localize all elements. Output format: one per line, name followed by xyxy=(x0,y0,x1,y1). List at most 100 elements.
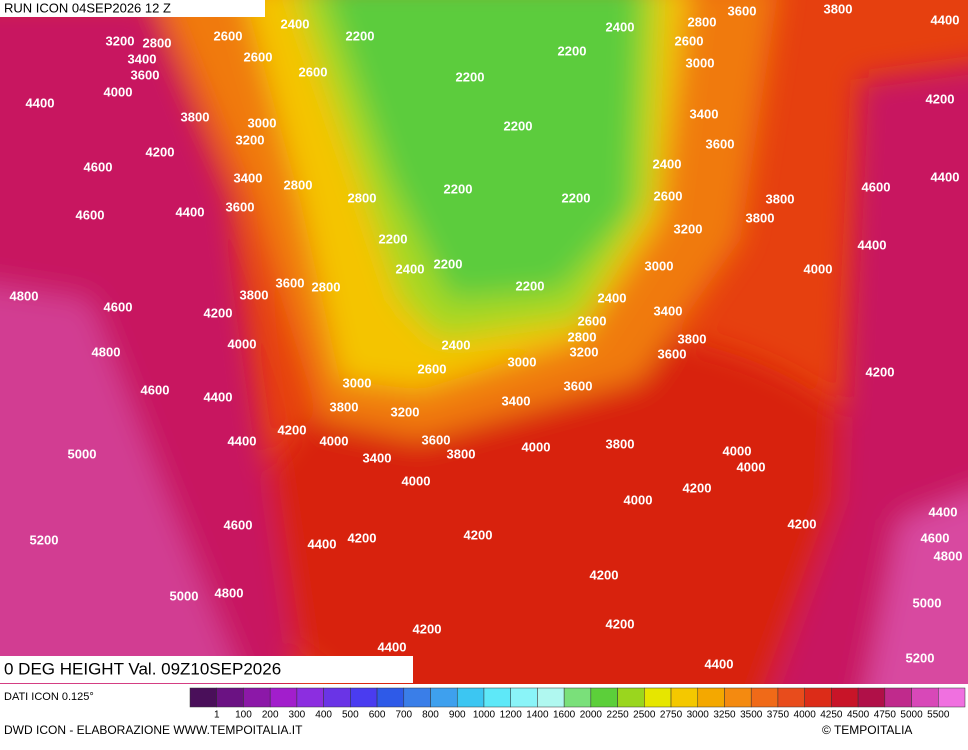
contour-label: 4000 xyxy=(402,473,431,488)
contour-label: 4400 xyxy=(26,95,55,110)
contour-label: 4400 xyxy=(705,656,734,671)
contour-label: 4400 xyxy=(931,12,960,27)
legend-swatch xyxy=(777,687,805,708)
map-title: 0 DEG HEIGHT Val. 09Z10SEP2026 xyxy=(4,659,281,678)
contour-label: 3200 xyxy=(236,132,265,147)
legend-label: 5500 xyxy=(927,710,950,721)
contour-label: 3400 xyxy=(654,303,683,318)
contour-label: 2200 xyxy=(444,181,473,196)
contour-label: 2400 xyxy=(281,16,310,31)
contour-label: 3600 xyxy=(706,136,735,151)
legend-label: 3750 xyxy=(767,710,790,721)
contour-label: 3800 xyxy=(330,399,359,414)
legend-swatch xyxy=(483,687,511,708)
contour-label: 4400 xyxy=(858,237,887,252)
contour-label: 4400 xyxy=(378,639,407,654)
contour-label: 2200 xyxy=(434,256,463,271)
legend-label: 1 xyxy=(214,710,220,721)
legend-label: 100 xyxy=(235,710,252,721)
contour-label: 4200 xyxy=(278,422,307,437)
legend-label: 300 xyxy=(289,710,306,721)
contour-label: 4400 xyxy=(308,536,337,551)
header-box xyxy=(0,0,265,17)
legend-label: 3250 xyxy=(713,710,736,721)
legend-swatch xyxy=(243,687,271,708)
contour-label: 4800 xyxy=(10,288,39,303)
contour-label: 2200 xyxy=(558,43,587,58)
legend-label: 3000 xyxy=(687,710,710,721)
contour-label: 4600 xyxy=(84,159,113,174)
contour-label: 3800 xyxy=(766,191,795,206)
legend-swatch xyxy=(724,687,752,708)
legend-label: 3500 xyxy=(740,710,763,721)
legend-label: 5000 xyxy=(900,710,923,721)
contour-label: 3400 xyxy=(502,393,531,408)
contour-label: 2400 xyxy=(606,19,635,34)
contour-label: 3800 xyxy=(606,436,635,451)
contour-label: 3200 xyxy=(674,221,703,236)
legend-swatch xyxy=(831,687,859,708)
contour-label: 4000 xyxy=(737,459,766,474)
contour-label: 2600 xyxy=(578,313,607,328)
contour-label: 4200 xyxy=(146,144,175,159)
contour-label: 2800 xyxy=(143,35,172,50)
contour-label: 3800 xyxy=(240,287,269,302)
contour-label: 2400 xyxy=(442,337,471,352)
contour-label: 4600 xyxy=(141,382,170,397)
legend-swatch xyxy=(456,687,485,708)
contour-label: 5000 xyxy=(68,446,97,461)
legend-swatch xyxy=(590,687,618,708)
contour-label: 2800 xyxy=(568,329,597,344)
contour-label: 4000 xyxy=(104,84,133,99)
contour-label: 2200 xyxy=(379,231,408,246)
contour-label: 2400 xyxy=(653,156,682,171)
contour-label: 5200 xyxy=(30,532,59,547)
contour-label: 3200 xyxy=(106,33,135,48)
legend-label: 1200 xyxy=(500,710,523,721)
contour-label: 4600 xyxy=(76,207,105,222)
contour-label: 3000 xyxy=(248,115,277,130)
data-source: DATI ICON 0.125° xyxy=(4,691,94,703)
legend-swatch xyxy=(670,687,699,708)
contour-label: 4200 xyxy=(866,364,895,379)
contour-label: 4200 xyxy=(926,91,955,106)
contour-label: 4600 xyxy=(224,517,253,532)
contour-label: 4200 xyxy=(413,621,442,636)
contour-label: 4600 xyxy=(921,530,950,545)
contour-label: 3400 xyxy=(690,106,719,121)
legend-swatch xyxy=(189,687,217,708)
legend-label: 4750 xyxy=(874,710,897,721)
contour-label: 4200 xyxy=(464,527,493,542)
contour-label: 2200 xyxy=(516,278,545,293)
contour-label: 3400 xyxy=(234,170,263,185)
contour-label: 2200 xyxy=(562,190,591,205)
contour-label: 3600 xyxy=(564,378,593,393)
contour-label: 4400 xyxy=(204,389,233,404)
legend-label: 700 xyxy=(395,710,412,721)
contour-label: 4000 xyxy=(522,439,551,454)
legend-swatch xyxy=(376,687,405,708)
legend-label: 4500 xyxy=(847,710,870,721)
footer-credit: DWD ICON - ELABORAZIONE WWW.TEMPOITALIA.… xyxy=(4,723,303,737)
contour-label: 3800 xyxy=(447,446,476,461)
legend-swatch xyxy=(510,687,538,708)
contour-label: 3000 xyxy=(645,258,674,273)
legend: 1 100 200 300 400 500 600 700 800 900 1000 1200 1400… xyxy=(189,687,966,721)
contour-label: 3000 xyxy=(343,375,372,390)
legend-label: 800 xyxy=(422,710,439,721)
contour-label: 5200 xyxy=(906,650,935,665)
contour-label: 2200 xyxy=(346,28,375,43)
contour-label: 5000 xyxy=(913,595,942,610)
contour-label: 4000 xyxy=(228,336,257,351)
contour-label: 4000 xyxy=(723,443,752,458)
legend-label: 500 xyxy=(342,710,359,721)
contour-label: 3600 xyxy=(131,67,160,82)
contour-label: 3800 xyxy=(181,109,210,124)
legend-swatch xyxy=(403,687,431,708)
legend-swatch xyxy=(216,687,244,708)
legend-label: 2750 xyxy=(660,710,683,721)
legend-label: 2250 xyxy=(606,710,629,721)
